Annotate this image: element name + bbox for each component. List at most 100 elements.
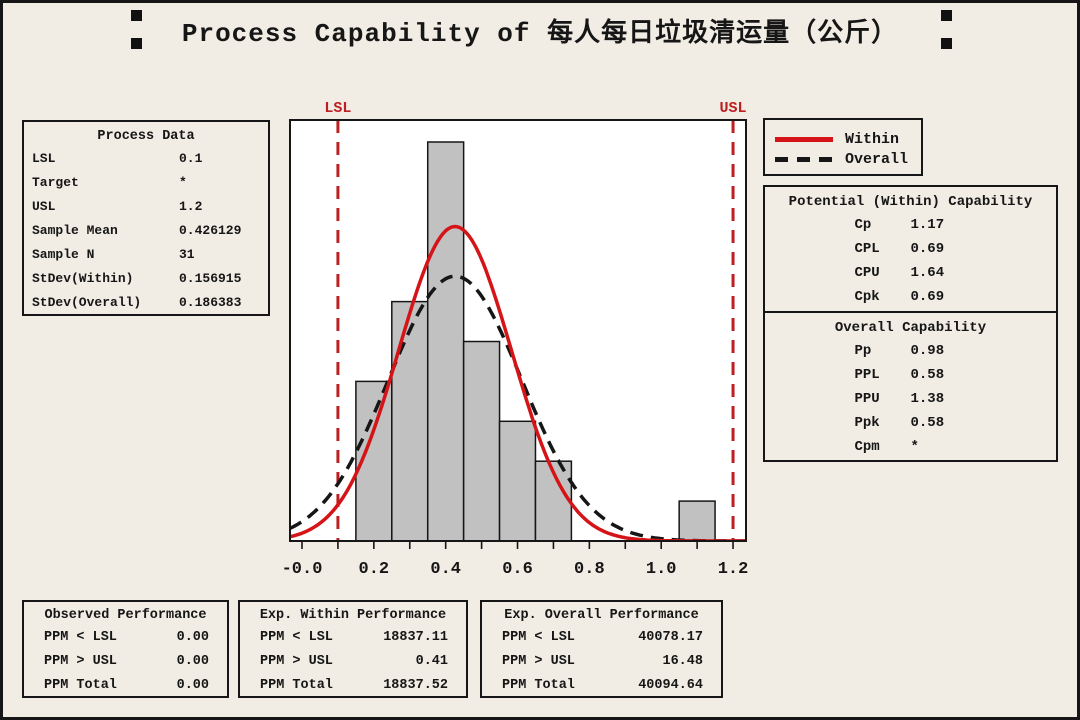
chart-title: Process Capability of 每人每日垃圾清运量（公斤） bbox=[181, 19, 899, 49]
stat-label: PPU bbox=[854, 391, 880, 407]
stat-row: PPM > USL 0.41 bbox=[240, 650, 466, 674]
legend-item-within: Within bbox=[775, 129, 911, 149]
svg-text:-0.0: -0.0 bbox=[282, 560, 323, 579]
overall-capability-header: Overall Capability bbox=[834, 320, 987, 336]
stat-value: 18837.52 bbox=[383, 678, 448, 693]
stat-label: Cpm bbox=[854, 439, 880, 455]
stat-value: 0.00 bbox=[176, 654, 209, 669]
stat-row: StDev(Overall) 0.186383 bbox=[24, 291, 268, 315]
selection-handle-left-bottom[interactable] bbox=[131, 38, 142, 49]
stat-value: 16.48 bbox=[662, 654, 703, 669]
stat-label: Sample Mean bbox=[32, 223, 118, 238]
stat-value: 0.00 bbox=[176, 678, 209, 693]
process-data-header: Process Data bbox=[97, 129, 195, 144]
legend-label: Overall bbox=[845, 150, 909, 168]
stat-value: 0.58 bbox=[910, 415, 945, 431]
stat-value: 0.1 bbox=[179, 151, 203, 166]
overall-capability-section: Overall Capability Pp 0.98 PPL 0.58 PPU 1.3… bbox=[765, 313, 1056, 459]
stat-row: Pp 0.98 bbox=[765, 339, 1056, 363]
stat-value: 1.64 bbox=[910, 265, 945, 281]
stat-label: PPM Total bbox=[44, 678, 117, 693]
stat-value: 1.17 bbox=[910, 217, 945, 233]
stat-row: PPM > USL 0.00 bbox=[24, 650, 227, 674]
svg-text:LSL: LSL bbox=[324, 100, 351, 117]
stat-value: 0.41 bbox=[415, 654, 448, 669]
stat-label: PPL bbox=[854, 367, 880, 383]
legend-label: Within bbox=[845, 130, 900, 148]
stat-row: Target * bbox=[24, 171, 268, 195]
stat-row: PPM Total 0.00 bbox=[24, 674, 227, 698]
stat-row: PPM > USL 16.48 bbox=[482, 650, 721, 674]
stat-row: Cp 1.17 bbox=[765, 213, 1056, 237]
svg-text:0.6: 0.6 bbox=[502, 560, 533, 579]
stat-row: USL 1.2 bbox=[24, 195, 268, 219]
stat-value: 0.186383 bbox=[179, 295, 242, 310]
stat-label: PPM < LSL bbox=[502, 630, 575, 645]
capability-histogram-svg: LSL USL -0.0 0.2 0.4 0.6 0.8 1.0 1.2 bbox=[282, 100, 749, 579]
stat-label: Ppk bbox=[854, 415, 880, 431]
stat-label: StDev(Overall) bbox=[32, 295, 142, 310]
stat-label: PPM > USL bbox=[260, 654, 333, 669]
stat-value: 0.69 bbox=[910, 289, 945, 305]
stat-row: PPM < LSL 18837.11 bbox=[240, 626, 466, 650]
stat-value: 18837.11 bbox=[383, 630, 448, 645]
selection-handle-left-top[interactable] bbox=[131, 10, 142, 21]
svg-text:0.4: 0.4 bbox=[430, 560, 461, 579]
within-capability-header: Potential (Within) Capability bbox=[788, 194, 1033, 210]
stat-row: CPU 1.64 bbox=[765, 261, 1056, 285]
stat-row: Sample Mean 0.426129 bbox=[24, 219, 268, 243]
stat-label: LSL bbox=[32, 151, 56, 166]
stat-row: PPM Total 18837.52 bbox=[240, 674, 466, 698]
stat-value: * bbox=[910, 439, 919, 455]
stat-label: Target bbox=[32, 175, 79, 190]
stat-label: StDev(Within) bbox=[32, 271, 134, 286]
stat-value: 40094.64 bbox=[638, 678, 703, 693]
stat-value: 0.156915 bbox=[179, 271, 242, 286]
within-line-sample bbox=[775, 136, 833, 142]
selection-handle-right-top[interactable] bbox=[941, 10, 952, 21]
stat-value: 1.2 bbox=[179, 199, 203, 214]
stat-label: PPM > USL bbox=[502, 654, 575, 669]
stat-label: Sample N bbox=[32, 247, 95, 262]
stat-value: 31 bbox=[179, 247, 195, 262]
stat-row: Sample N 31 bbox=[24, 243, 268, 267]
stat-row: LSL 0.1 bbox=[24, 147, 268, 171]
stat-value: 1.38 bbox=[910, 391, 945, 407]
stat-row: PPM < LSL 0.00 bbox=[24, 626, 227, 650]
stat-label: PPM < LSL bbox=[260, 630, 333, 645]
selection-handle-right-bottom[interactable] bbox=[941, 38, 952, 49]
svg-text:USL: USL bbox=[720, 100, 747, 117]
stat-value: 0.98 bbox=[910, 343, 945, 359]
stat-label: Cpk bbox=[854, 289, 880, 305]
stat-value: * bbox=[179, 175, 187, 190]
legend-item-overall: Overall bbox=[775, 149, 911, 169]
svg-text:1.0: 1.0 bbox=[646, 560, 677, 579]
stat-value: 0.58 bbox=[910, 367, 945, 383]
svg-text:0.2: 0.2 bbox=[359, 560, 390, 579]
capability-stats-box: Potential (Within) Capability Cp 1.17 CPL… bbox=[763, 185, 1058, 462]
stat-label: CPU bbox=[854, 265, 880, 281]
exp-within-performance-header: Exp. Within Performance bbox=[259, 608, 447, 623]
stat-label: PPM < LSL bbox=[44, 630, 117, 645]
stat-value: 40078.17 bbox=[638, 630, 703, 645]
svg-text:0.8: 0.8 bbox=[574, 560, 605, 579]
stat-row: PPM Total 40094.64 bbox=[482, 674, 721, 698]
process-data-box: Process Data LSL 0.1 Target * USL 1.2 Sampl… bbox=[22, 120, 270, 316]
capability-histogram: LSL USL -0.0 0.2 0.4 0.6 0.8 1.0 1.2 bbox=[280, 95, 760, 587]
stat-label: PPM Total bbox=[260, 678, 333, 693]
chart-title-bar: Process Capability of 每人每日垃圾清运量（公斤） bbox=[0, 12, 1080, 49]
stat-row: StDev(Within) 0.156915 bbox=[24, 267, 268, 291]
legend-box: Within Overall bbox=[763, 118, 923, 176]
exp-overall-performance-box: Exp. Overall Performance PPM < LSL 40078.… bbox=[480, 600, 723, 698]
observed-performance-header: Observed Performance bbox=[44, 608, 207, 623]
exp-within-performance-box: Exp. Within Performance PPM < LSL 18837.1… bbox=[238, 600, 468, 698]
observed-performance-box: Observed Performance PPM < LSL 0.00 PPM >… bbox=[22, 600, 229, 698]
overall-line-sample bbox=[775, 156, 833, 162]
stat-label: Pp bbox=[854, 343, 872, 359]
stat-row: Ppk 0.58 bbox=[765, 411, 1056, 435]
stat-label: PPM > USL bbox=[44, 654, 117, 669]
exp-overall-performance-header: Exp. Overall Performance bbox=[504, 608, 699, 623]
stat-label: CPL bbox=[854, 241, 880, 257]
stat-row: Cpm * bbox=[765, 435, 1056, 459]
within-capability-section: Potential (Within) Capability Cp 1.17 CPL… bbox=[765, 187, 1056, 313]
